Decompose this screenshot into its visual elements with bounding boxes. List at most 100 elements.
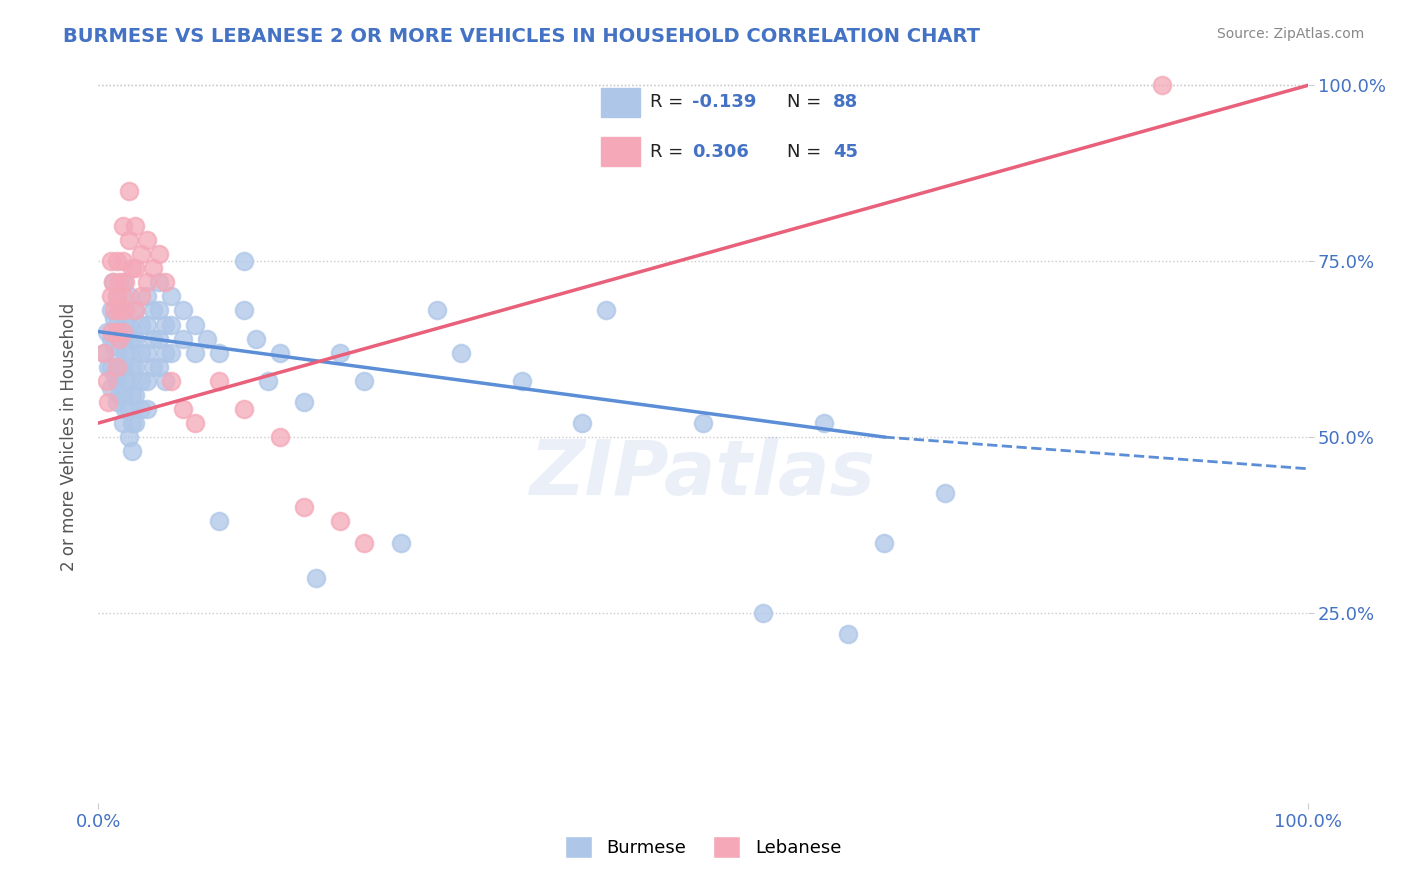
Point [114, 401, 136, 416]
Point [105, 345, 128, 359]
Point [510, 374, 533, 388]
Point [101, 276, 124, 290]
Point [148, 303, 170, 318]
Point [142, 261, 165, 276]
Point [256, 374, 278, 388]
Text: BURMESE VS LEBANESE 2 OR MORE VEHICLES IN HOUSEHOLD CORRELATION CHART: BURMESE VS LEBANESE 2 OR MORE VEHICLES I… [63, 27, 980, 45]
Point [934, 486, 956, 500]
Point [121, 359, 143, 374]
Point [135, 276, 157, 290]
Point [124, 388, 146, 402]
Point [100, 289, 122, 303]
Point [121, 388, 143, 402]
Point [129, 374, 152, 388]
Point [837, 627, 859, 641]
Bar [602, 137, 640, 166]
Point [118, 184, 141, 198]
Point [118, 401, 141, 416]
Point [111, 416, 134, 430]
Point [148, 359, 170, 374]
Point [105, 359, 128, 374]
Point [160, 374, 183, 388]
Point [232, 303, 254, 318]
Point [101, 276, 124, 290]
Point [111, 289, 134, 303]
Point [111, 332, 134, 346]
Text: 45: 45 [832, 143, 858, 161]
Point [108, 303, 131, 318]
Point [111, 388, 134, 402]
Point [269, 430, 291, 444]
Point [135, 374, 157, 388]
Point [172, 303, 194, 318]
Point [124, 303, 146, 318]
Point [153, 374, 176, 388]
Point [100, 381, 122, 395]
Point [135, 345, 157, 359]
Point [595, 303, 617, 318]
Point [135, 401, 157, 416]
Point [121, 332, 143, 346]
Point [100, 303, 122, 318]
Point [121, 416, 143, 430]
Point [103, 310, 125, 325]
Point [208, 515, 231, 529]
Point [184, 345, 207, 359]
Point [96, 374, 118, 388]
Point [105, 374, 128, 388]
Point [105, 395, 128, 409]
Point [142, 359, 165, 374]
Y-axis label: 2 or more Vehicles in Household: 2 or more Vehicles in Household [59, 303, 77, 571]
Point [103, 367, 125, 381]
Point [118, 233, 141, 247]
Point [100, 359, 122, 374]
Point [148, 276, 170, 290]
Point [108, 388, 131, 402]
Point [195, 332, 218, 346]
Point [93, 345, 115, 359]
Point [114, 318, 136, 332]
Point [97, 395, 120, 409]
Point [121, 444, 143, 458]
Point [129, 247, 152, 261]
Point [100, 254, 122, 268]
Point [105, 289, 128, 303]
Point [108, 332, 131, 346]
Bar [602, 88, 640, 117]
Point [353, 374, 375, 388]
Point [103, 339, 125, 353]
Point [148, 332, 170, 346]
Point [329, 515, 352, 529]
Point [124, 359, 146, 374]
Point [232, 401, 254, 416]
Text: 0.306: 0.306 [692, 143, 749, 161]
Point [160, 318, 183, 332]
Point [142, 332, 165, 346]
Point [114, 374, 136, 388]
Point [160, 345, 183, 359]
Point [105, 325, 128, 339]
Point [135, 289, 157, 303]
Point [108, 359, 131, 374]
Point [93, 345, 115, 359]
Point [873, 535, 896, 549]
Point [692, 416, 714, 430]
Point [121, 261, 143, 276]
Point [118, 318, 141, 332]
Point [124, 332, 146, 346]
Point [160, 289, 183, 303]
Point [153, 276, 176, 290]
Point [114, 303, 136, 318]
Point [184, 416, 207, 430]
Point [571, 416, 593, 430]
Text: N =: N = [787, 94, 827, 112]
Point [292, 395, 315, 409]
Point [752, 606, 775, 620]
Point [100, 325, 122, 339]
Point [111, 254, 134, 268]
Point [97, 359, 120, 374]
Point [124, 303, 146, 318]
Point [129, 401, 152, 416]
Point [111, 219, 134, 233]
Point [105, 318, 128, 332]
